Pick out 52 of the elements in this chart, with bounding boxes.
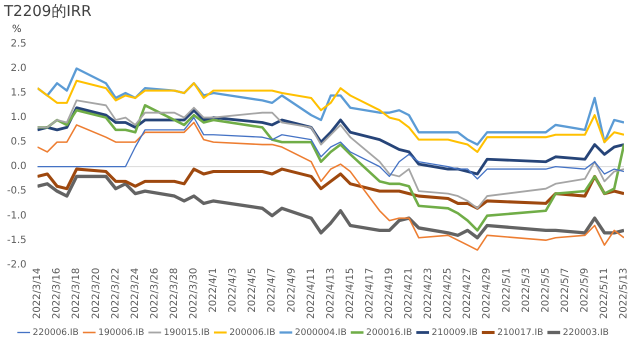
y-tick-label: 2.5 xyxy=(10,38,27,50)
y-tick-label: -1.5 xyxy=(6,234,27,246)
legend-label: 200016.IB xyxy=(366,328,412,338)
legend-label: 210017.IB xyxy=(497,328,544,338)
y-axis-title: % xyxy=(12,24,22,35)
y-tick-label: 1.5 xyxy=(10,88,27,99)
x-tick-label: 2022/3/14 xyxy=(32,268,44,320)
y-tick-label: 1.0 xyxy=(10,112,27,124)
x-tick-label: 2022/4/13 xyxy=(325,268,336,320)
legend-label: 210009.IB xyxy=(432,328,478,338)
x-tick-label: 2022/5/13 xyxy=(618,268,630,320)
y-tick-label: 0.0 xyxy=(10,161,27,172)
x-tick-label: 2022/3/16 xyxy=(52,268,63,320)
x-tick-label: 2022/4/25 xyxy=(442,268,454,320)
legend-label: 200006.IB xyxy=(229,328,276,338)
x-tick-label: 2022/4/17 xyxy=(364,268,376,320)
x-tick-label: 2022/5/9 xyxy=(579,268,590,313)
x-tick-label: 2022/3/26 xyxy=(149,268,160,320)
legend-label: 190006.IB xyxy=(98,328,144,338)
x-tick-label: 2022/3/24 xyxy=(130,268,141,320)
x-tick-label: 2022/4/7 xyxy=(266,268,278,313)
legend-label: 220003.IB xyxy=(562,328,609,338)
x-tick-label: 2022/5/5 xyxy=(540,268,552,313)
chart-title: T2209的IRR xyxy=(4,2,92,21)
x-tick-label: 2022/5/7 xyxy=(560,268,571,313)
x-tick-label: 2022/4/11 xyxy=(306,268,317,320)
y-tick-label: -2.0 xyxy=(6,259,27,270)
legend-label: 190015.IB xyxy=(164,328,210,338)
y-tick-label: 2.0 xyxy=(10,63,27,74)
legend-label: 220006.IB xyxy=(32,328,79,338)
x-tick-label: 2022/4/3 xyxy=(228,268,239,313)
x-tick-label: 2022/3/18 xyxy=(71,268,82,320)
y-tick-label: -1.0 xyxy=(6,210,27,222)
x-tick-label: 2022/3/20 xyxy=(90,268,102,320)
x-tick-label: 2022/5/11 xyxy=(599,268,610,320)
legend-label: 2000004.IB xyxy=(294,328,347,338)
x-tick-label: 2022/4/27 xyxy=(462,268,474,320)
x-tick-label: 2022/4/19 xyxy=(384,268,395,320)
x-tick-label: 2022/4/21 xyxy=(404,268,415,320)
x-tick-label: 2022/5/3 xyxy=(520,268,532,313)
x-tick-label: 2022/4/1 xyxy=(208,268,220,313)
x-tick-label: 2022/4/5 xyxy=(247,268,258,313)
y-tick-label: -0.5 xyxy=(6,186,27,197)
x-tick-label: 2022/3/28 xyxy=(168,268,180,320)
x-tick-label: 2022/3/30 xyxy=(188,268,200,320)
x-tick-label: 2022/4/9 xyxy=(286,268,298,313)
x-tick-label: 2022/3/22 xyxy=(110,268,122,320)
y-tick-label: 0.5 xyxy=(10,136,27,148)
x-tick-label: 2022/4/23 xyxy=(423,268,434,320)
x-tick-label: 2022/5/1 xyxy=(501,268,512,313)
x-tick-label: 2022/4/15 xyxy=(344,268,356,320)
x-tick-label: 2022/4/29 xyxy=(482,268,493,320)
